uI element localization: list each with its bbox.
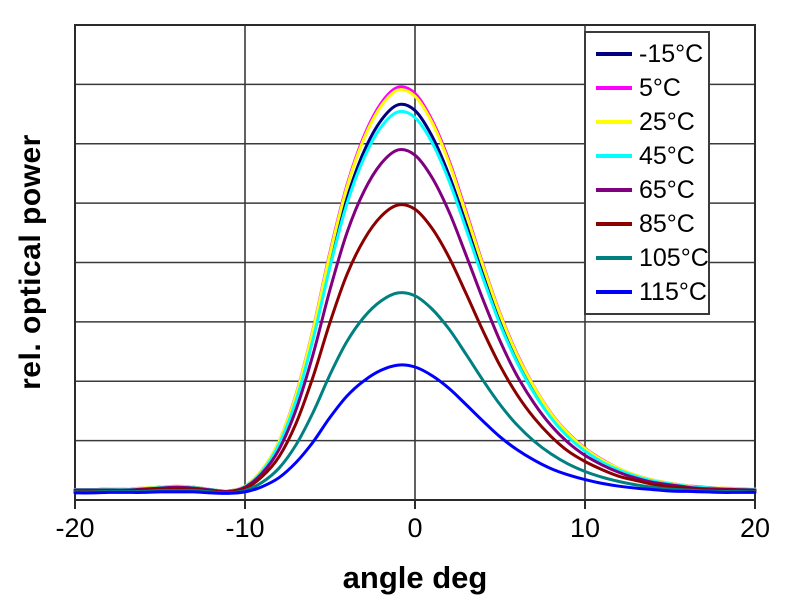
legend-label: 105°C [639,243,709,272]
legend-line-swatch [596,188,632,192]
legend-line-swatch [596,52,632,56]
legend-line-swatch [596,290,632,294]
x-tick-label: 20 [739,513,771,543]
legend-label: 45°C [639,141,695,170]
x-axis-label: angle deg [342,560,488,595]
y-axis-label: rel. optical power [14,134,47,390]
legend-label: 5°C [639,73,681,102]
legend-item: 5°C [596,73,708,102]
legend-item: 45°C [596,141,708,170]
legend-item: 85°C [596,209,708,238]
legend-line-swatch [596,120,632,124]
x-tick-label: 0 [407,513,423,543]
legend-item: 65°C [596,175,708,204]
legend-item: 25°C [596,107,708,136]
x-tick-label: 10 [569,513,601,543]
legend-item: -15°C [596,39,708,68]
x-tick-label: -10 [225,513,265,543]
series-line-115°C [73,363,757,495]
legend-item: 115°C [596,277,708,306]
legend-label: -15°C [639,39,704,68]
legend: -15°C 5°C 25°C 45°C 65°C 85°C 105°C 115 [584,31,710,315]
legend-line-swatch [596,86,632,90]
legend-label: 115°C [639,277,707,306]
legend-line-swatch [596,154,632,158]
legend-line-swatch [596,256,632,260]
series-line-85°C [73,203,757,494]
legend-line-swatch [596,222,632,226]
x-tick-label: -20 [55,513,95,543]
legend-label: 25°C [639,107,695,136]
legend-label: 65°C [639,175,695,204]
legend-item: 105°C [596,243,709,272]
legend-label: 85°C [639,209,695,238]
